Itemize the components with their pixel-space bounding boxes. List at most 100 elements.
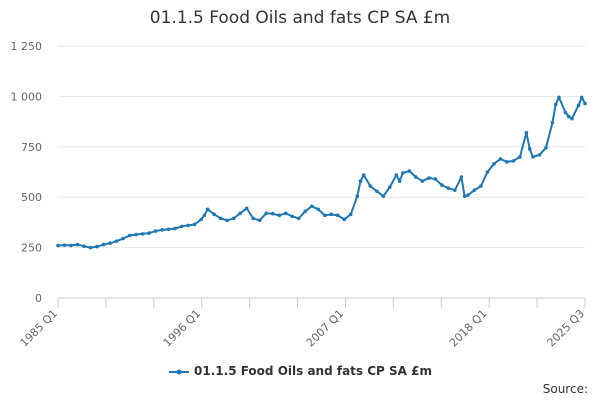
data-point bbox=[257, 218, 262, 223]
x-tick-label: 2007 Q1 bbox=[304, 307, 347, 350]
data-point bbox=[140, 232, 145, 236]
data-point bbox=[553, 102, 558, 107]
y-tick-label: 0 bbox=[35, 292, 42, 305]
data-point bbox=[550, 120, 555, 125]
data-point bbox=[244, 206, 249, 211]
data-point bbox=[166, 227, 171, 232]
data-point bbox=[147, 231, 151, 235]
data-point bbox=[414, 175, 418, 179]
data-point bbox=[186, 223, 190, 228]
y-tick-label: 500 bbox=[21, 191, 42, 204]
source-label: Source: bbox=[542, 382, 588, 396]
data-point bbox=[69, 243, 73, 248]
data-point bbox=[101, 242, 106, 247]
data-point bbox=[579, 95, 584, 100]
x-tick-label: 2025 Q3 bbox=[545, 307, 588, 350]
data-point bbox=[114, 239, 119, 243]
data-point bbox=[394, 173, 399, 177]
series-layer bbox=[56, 95, 587, 250]
axes bbox=[57, 297, 586, 308]
data-point bbox=[505, 160, 509, 164]
data-point bbox=[397, 179, 402, 183]
data-point bbox=[202, 213, 207, 218]
data-point bbox=[121, 236, 125, 241]
data-point bbox=[205, 207, 210, 212]
data-point bbox=[355, 194, 360, 198]
data-point bbox=[511, 159, 516, 163]
data-point bbox=[462, 194, 467, 198]
data-point bbox=[498, 157, 503, 161]
data-point bbox=[440, 183, 444, 187]
data-point bbox=[95, 244, 99, 249]
data-point bbox=[192, 222, 197, 227]
data-point bbox=[231, 216, 236, 221]
x-tick-label: 1996 Q1 bbox=[161, 307, 204, 350]
data-point bbox=[153, 229, 158, 233]
data-point bbox=[62, 243, 67, 247]
data-point bbox=[368, 184, 373, 188]
data-point bbox=[518, 155, 522, 159]
data-point bbox=[583, 101, 587, 106]
data-point bbox=[492, 162, 496, 166]
series-line bbox=[57, 96, 586, 249]
y-tick-label: 1 250 bbox=[11, 40, 43, 53]
chart-title: 01.1.5 Food Oils and fats CP SA £m bbox=[149, 8, 451, 28]
data-point bbox=[283, 211, 288, 216]
data-point bbox=[238, 211, 242, 216]
data-point bbox=[472, 188, 477, 192]
y-tick-label: 750 bbox=[21, 141, 42, 154]
data-point bbox=[375, 189, 379, 193]
data-point bbox=[527, 147, 532, 151]
data-point bbox=[82, 244, 86, 248]
data-point bbox=[322, 213, 327, 218]
legend[interactable]: 01.1.5 Food Oils and fats CP SA £m bbox=[0, 364, 600, 378]
data-point bbox=[199, 217, 203, 222]
data-point bbox=[433, 177, 438, 181]
data-point bbox=[127, 233, 132, 238]
data-point bbox=[342, 217, 347, 222]
data-point bbox=[459, 175, 464, 179]
data-point bbox=[401, 171, 405, 175]
data-point bbox=[479, 184, 483, 188]
data-point bbox=[453, 188, 457, 192]
data-point bbox=[316, 207, 321, 212]
data-point bbox=[427, 176, 431, 180]
legend-label: 01.1.5 Food Oils and fats CP SA £m bbox=[194, 364, 432, 378]
data-point bbox=[134, 232, 138, 237]
data-point bbox=[270, 211, 275, 216]
data-point bbox=[566, 114, 571, 119]
data-point bbox=[576, 103, 581, 108]
y-tick-label: 250 bbox=[21, 242, 42, 255]
data-point bbox=[570, 116, 574, 121]
data-point bbox=[420, 179, 425, 183]
data-point bbox=[358, 179, 363, 183]
data-point bbox=[329, 212, 334, 217]
data-point bbox=[56, 243, 60, 248]
y-tick-label: 1 000 bbox=[11, 90, 43, 103]
data-point bbox=[381, 194, 386, 198]
data-point bbox=[466, 193, 470, 197]
data-point bbox=[212, 212, 216, 217]
data-point bbox=[446, 186, 451, 190]
data-point bbox=[173, 226, 177, 231]
gridlines bbox=[58, 45, 585, 299]
data-point bbox=[531, 155, 535, 159]
data-point bbox=[218, 216, 223, 221]
data-point bbox=[160, 228, 164, 232]
data-point bbox=[557, 95, 561, 100]
data-point bbox=[296, 216, 301, 221]
data-point bbox=[225, 218, 229, 223]
legend-swatch-icon bbox=[169, 369, 190, 374]
data-point bbox=[264, 211, 268, 216]
data-point bbox=[524, 130, 529, 135]
data-point bbox=[88, 245, 93, 250]
data-point bbox=[335, 213, 340, 218]
tick-labels: 0 250 500 750 1 000 1 250 1985 Q1 1996 Q1 2007 Q… bbox=[11, 40, 588, 349]
data-point bbox=[537, 153, 542, 157]
data-point bbox=[544, 146, 548, 150]
data-point bbox=[407, 169, 412, 173]
data-point bbox=[485, 170, 490, 174]
x-tick-label: 2018 Q1 bbox=[447, 307, 490, 350]
data-point bbox=[290, 214, 295, 219]
